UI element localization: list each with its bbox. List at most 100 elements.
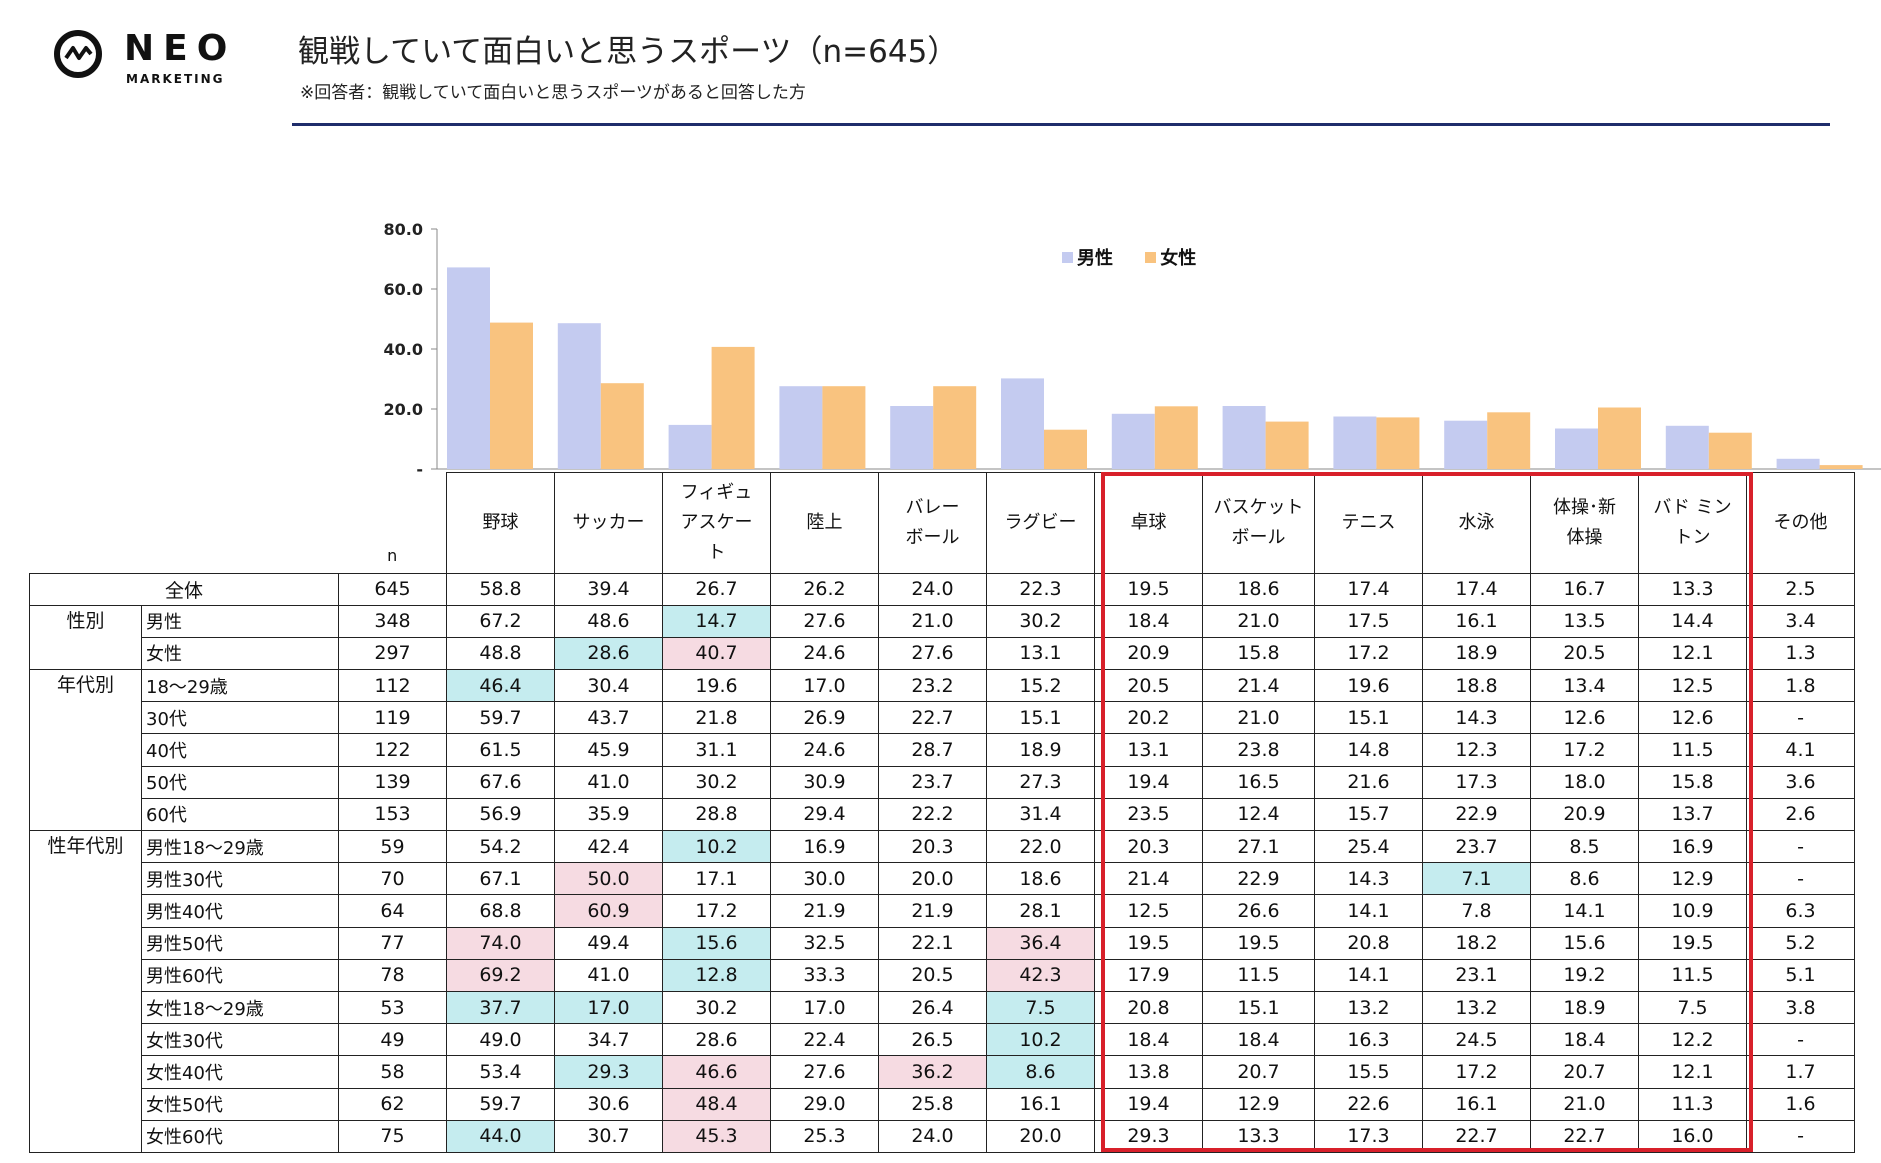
- cell-value: 50.0: [554, 862, 663, 896]
- title-divider: [292, 123, 1830, 126]
- cell-value: 25.3: [770, 1119, 879, 1153]
- bar-female: [490, 322, 533, 469]
- cell-value: 7.8: [1422, 894, 1531, 928]
- table-row: 男性50代 77 74.0 49.4 15.6 32.5 22.1 36.4 19.5 19.5 2…: [30, 926, 1855, 960]
- cell-value: 46.6: [662, 1055, 771, 1089]
- cell-value: 12.1: [1638, 1055, 1747, 1089]
- cell-value: 27.3: [986, 765, 1095, 799]
- cell-value: 30.2: [986, 604, 1095, 638]
- cell-value: 28.1: [986, 894, 1095, 928]
- legend-swatch-female: [1145, 252, 1157, 263]
- cell-value: 18.4: [1202, 1023, 1315, 1057]
- cell-n: 75: [338, 1119, 447, 1153]
- cell-value: 15.2: [986, 669, 1095, 703]
- bar-male: [890, 406, 934, 469]
- cell-value: -: [1746, 701, 1855, 735]
- cell-value: 7.5: [986, 990, 1095, 1025]
- cell-value: 34.7: [554, 1023, 663, 1057]
- cell-value: 17.0: [554, 990, 663, 1025]
- cell-value: 18.9: [1530, 990, 1639, 1025]
- row-label: 60代: [141, 797, 339, 832]
- cell-value: 20.3: [878, 829, 987, 864]
- cell-value: 22.7: [1530, 1119, 1639, 1153]
- column-header: その他: [1746, 472, 1855, 574]
- cell-n: 78: [338, 958, 447, 992]
- cell-value: 37.7: [446, 990, 555, 1025]
- cell-value: 14.8: [1314, 733, 1423, 767]
- table-row: 50代 139 67.6 41.0 30.2 30.9 23.7 27.3 19.4 16.5 21…: [30, 765, 1855, 799]
- cell-value: 15.1: [1202, 990, 1315, 1025]
- cell-value: 13.7: [1638, 797, 1747, 832]
- cell-value: 48.6: [554, 604, 663, 638]
- cell-value: 16.9: [770, 829, 879, 864]
- cell-value: 17.9: [1094, 958, 1203, 992]
- column-header-n: n: [387, 545, 398, 565]
- cell-value: 12.6: [1530, 701, 1639, 735]
- cell-value: -: [1746, 862, 1855, 896]
- bar-female: [1154, 406, 1198, 469]
- chart-legend: 男性 女性: [1062, 244, 1222, 270]
- cell-value: 15.1: [1314, 701, 1423, 735]
- cell-value: 49.4: [554, 926, 663, 960]
- cell-value: 22.7: [1422, 1119, 1531, 1153]
- cell-value: 30.7: [554, 1119, 663, 1153]
- cell-value: 29.3: [1094, 1119, 1203, 1153]
- bar-female: [1376, 417, 1420, 469]
- cell-n: 70: [338, 862, 447, 896]
- cell-value: 23.7: [878, 765, 987, 799]
- cell-n: 122: [338, 733, 447, 767]
- cell-value: 27.1: [1202, 829, 1315, 864]
- cell-value: 15.5: [1314, 1055, 1423, 1089]
- cell-value: 48.8: [446, 636, 555, 671]
- cell-value: 53.4: [446, 1055, 555, 1089]
- cell-value: 30.9: [770, 765, 879, 799]
- cell-value: 29.3: [554, 1055, 663, 1089]
- cell-value: 17.5: [1314, 604, 1423, 638]
- column-header: バスケット ボール: [1202, 472, 1315, 574]
- cell-n: 119: [338, 701, 447, 735]
- cell-value: 26.2: [770, 572, 879, 606]
- cell-value: 2.5: [1746, 572, 1855, 606]
- cell-value: 58.8: [446, 572, 555, 606]
- cell-value: -: [1746, 1119, 1855, 1153]
- cell-value: 12.5: [1094, 894, 1203, 928]
- cell-value: 11.5: [1638, 958, 1747, 992]
- cell-value: 12.5: [1638, 669, 1747, 703]
- cell-value: 4.1: [1746, 733, 1855, 767]
- cell-value: 20.8: [1314, 926, 1423, 960]
- legend-swatch-male: [1062, 252, 1073, 263]
- cell-value: 14.1: [1530, 894, 1639, 928]
- cell-value: 19.4: [1094, 765, 1203, 799]
- cell-value: 33.3: [770, 958, 879, 992]
- table-row: 男性30代 70 67.1 50.0 17.1 30.0 20.0 18.6 21.4 22.9 1…: [30, 862, 1855, 896]
- cell-value: 12.8: [662, 958, 771, 992]
- cell-n: 49: [338, 1023, 447, 1057]
- cell-value: 11.5: [1202, 958, 1315, 992]
- cell-value: 18.4: [1094, 1023, 1203, 1057]
- cell-value: 11.5: [1638, 733, 1747, 767]
- crosstab-table: n 野球 サッカー フィギュ アスケート陸上 バレー ボール ラグビー 卓球 バスケット ボール テニ…: [29, 472, 1855, 1153]
- column-header: 水泳: [1422, 472, 1531, 574]
- column-header: バレー ボール: [878, 472, 987, 574]
- cell-value: 20.5: [1530, 636, 1639, 671]
- cell-value: 67.6: [446, 765, 555, 799]
- cell-value: 30.2: [662, 765, 771, 799]
- cell-value: 1.7: [1746, 1055, 1855, 1089]
- cell-value: 67.2: [446, 604, 555, 638]
- cell-n: 58: [338, 1055, 447, 1089]
- cell-value: 32.5: [770, 926, 879, 960]
- cell-value: 13.1: [1094, 733, 1203, 767]
- table-row: 年代別 18～29歳 112 46.4 30.4 19.6 17.0 23.2 15.2 20.5…: [29, 669, 1855, 831]
- table-row: 男性60代 78 69.2 41.0 12.8 33.3 20.5 42.3 17.9 11.5 1…: [30, 958, 1855, 992]
- table-row: 女性30代 49 49.0 34.7 28.6 22.4 26.5 10.2 18.4 18.4 1…: [30, 1023, 1855, 1057]
- cell-value: 42.4: [554, 829, 663, 864]
- cell-value: 69.2: [446, 958, 555, 992]
- cell-n: 112: [338, 669, 447, 703]
- cell-value: 12.1: [1638, 636, 1747, 671]
- group-label: 性年代別: [29, 830, 142, 1153]
- cell-value: 15.6: [1530, 926, 1639, 960]
- cell-value: 68.8: [446, 894, 555, 928]
- cell-n: 77: [338, 926, 447, 960]
- neo-marketing-logo: NEO MARKETING: [52, 28, 232, 88]
- cell-value: 16.5: [1202, 765, 1315, 799]
